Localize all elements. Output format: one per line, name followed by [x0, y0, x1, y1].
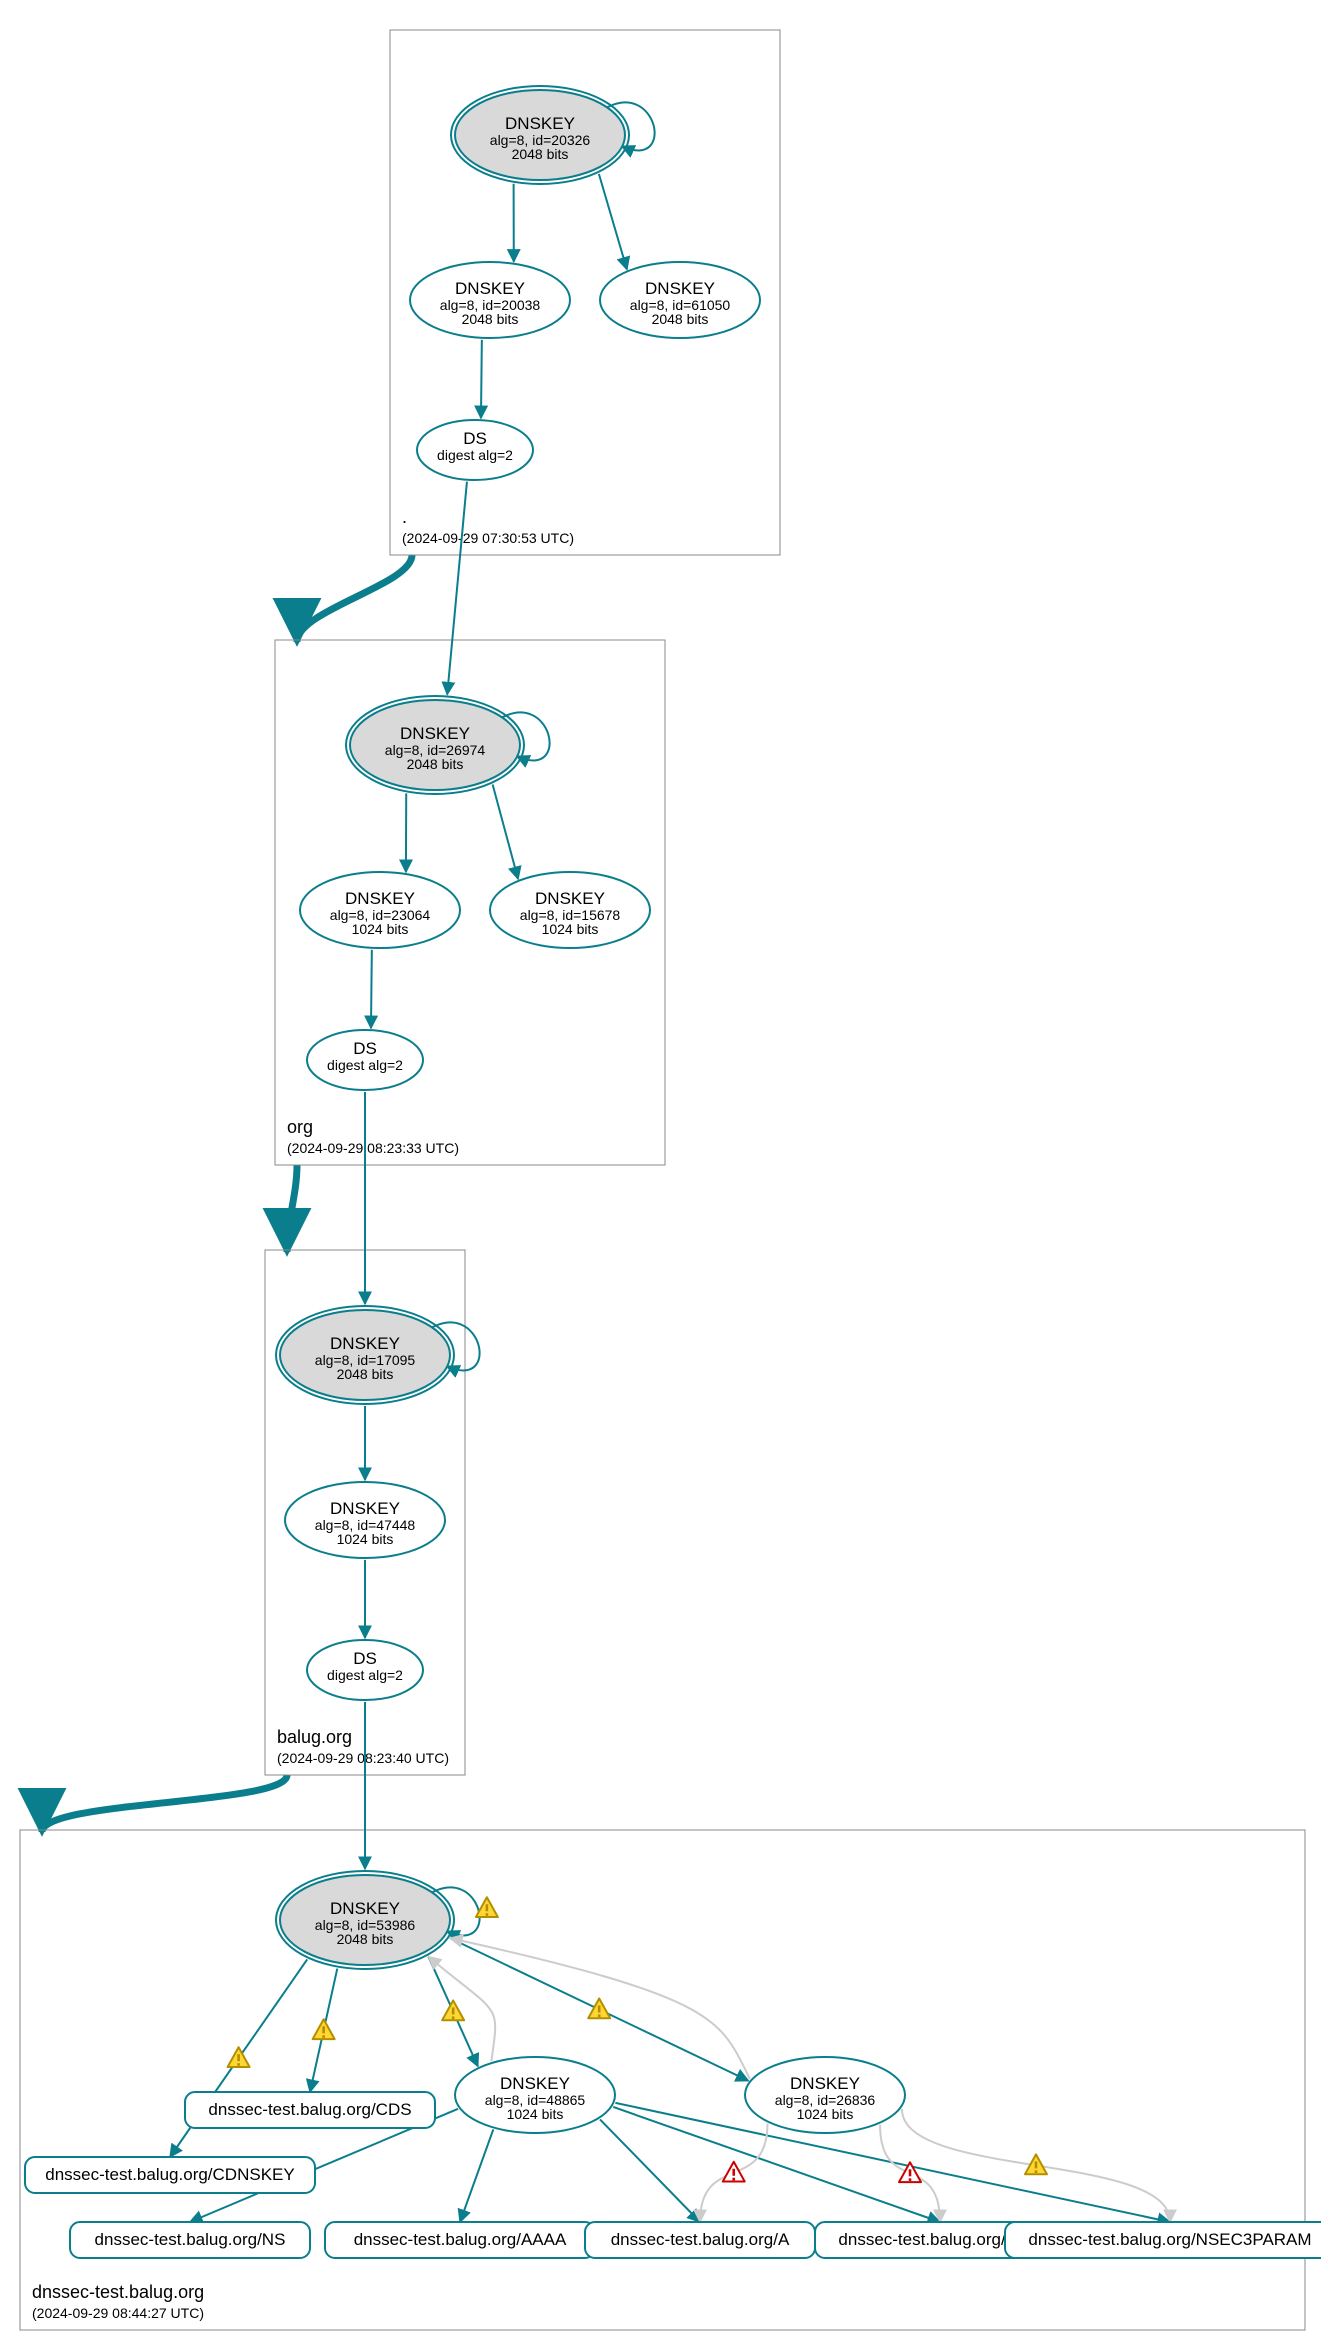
node-title: DNSKEY [645, 279, 715, 298]
edge [493, 784, 518, 879]
node-title: DNSKEY [455, 279, 525, 298]
node-title: DNSKEY [330, 1499, 400, 1518]
dnssec-chain-diagram: . (2024-09-29 07:30:53 UTC) org (2024-09-29… [0, 0, 1321, 2352]
node-alg: digest alg=2 [437, 447, 513, 463]
node-bits: 1024 bits [797, 2106, 854, 2122]
zsk-node: DNSKEYalg=8, id=610502048 bits [600, 262, 760, 338]
node-bits: 2048 bits [337, 1931, 394, 1947]
ds-node: DSdigest alg=2 [307, 1640, 423, 1700]
node-title: DS [353, 1649, 377, 1668]
zsk-node: DNSKEYalg=8, id=474481024 bits [285, 1482, 445, 1558]
rrset-label: dnssec-test.balug.org/CDS [208, 2100, 411, 2119]
edge [371, 950, 372, 1028]
zone-connector [42, 1775, 287, 1832]
ksk-node: DNSKEYalg=8, id=203262048 bits [451, 86, 629, 184]
edge [460, 2129, 493, 2222]
node-title: DNSKEY [535, 889, 605, 908]
zone-connector [297, 555, 412, 642]
warning-icon [313, 2019, 335, 2039]
zone-timestamp-balug: (2024-09-29 08:23:40 UTC) [277, 1750, 449, 1766]
warning-icon [476, 1897, 498, 1917]
node-title: DS [353, 1039, 377, 1058]
edge [599, 174, 627, 270]
zsk-node: DNSKEYalg=8, id=156781024 bits [490, 872, 650, 948]
node-title: DNSKEY [790, 2074, 860, 2093]
warning-icon [723, 2162, 745, 2182]
zsk-node: DNSKEYalg=8, id=200382048 bits [410, 262, 570, 338]
node-alg: digest alg=2 [327, 1667, 403, 1683]
node-title: DNSKEY [330, 1334, 400, 1353]
node-title: DNSKEY [505, 114, 575, 133]
warning-icon [442, 2000, 464, 2020]
node-bits: 2048 bits [462, 311, 519, 327]
edge [428, 1957, 495, 2062]
edge [447, 482, 467, 695]
node-bits: 1024 bits [352, 921, 409, 937]
node-bits: 1024 bits [337, 1531, 394, 1547]
zsk-node: DNSKEYalg=8, id=488651024 bits [455, 2057, 615, 2133]
rrset-label: dnssec-test.balug.org/NS [95, 2230, 286, 2249]
warning-icon [228, 2047, 250, 2067]
zone-name-root: . [402, 507, 407, 527]
ksk-node: DNSKEYalg=8, id=539862048 bits [276, 1871, 454, 1969]
zsk-node: DNSKEYalg=8, id=230641024 bits [300, 872, 460, 948]
rrset-label: dnssec-test.balug.org/A [611, 2230, 790, 2249]
node-bits: 2048 bits [407, 756, 464, 772]
node-bits: 2048 bits [337, 1366, 394, 1382]
edge [600, 2119, 700, 2222]
ds-node: DSdigest alg=2 [307, 1030, 423, 1090]
rrset-label: dnssec-test.balug.org/CDNSKEY [45, 2165, 294, 2184]
rrset-label: dnssec-test.balug.org/AAAA [354, 2230, 567, 2249]
node-title: DNSKEY [330, 1899, 400, 1918]
warning-icon [588, 1998, 610, 2018]
ksk-node: DNSKEYalg=8, id=269742048 bits [346, 696, 524, 794]
zone-name-org: org [287, 1117, 313, 1137]
ds-node: DSdigest alg=2 [417, 420, 533, 480]
edge [481, 340, 482, 418]
zone-name-balug: balug.org [277, 1727, 352, 1747]
node-title: DS [463, 429, 487, 448]
node-alg: digest alg=2 [327, 1057, 403, 1073]
node-bits: 1024 bits [507, 2106, 564, 2122]
zone-name-dtest: dnssec-test.balug.org [32, 2282, 204, 2302]
node-bits: 1024 bits [542, 921, 599, 937]
zsk-node: DNSKEYalg=8, id=268361024 bits [745, 2057, 905, 2133]
node-title: DNSKEY [345, 889, 415, 908]
ksk-node: DNSKEYalg=8, id=170952048 bits [276, 1306, 454, 1404]
zone-timestamp-root: (2024-09-29 07:30:53 UTC) [402, 530, 574, 546]
zone-timestamp-org: (2024-09-29 08:23:33 UTC) [287, 1140, 459, 1156]
node-title: DNSKEY [500, 2074, 570, 2093]
rrset-label: dnssec-test.balug.org/NSEC3PARAM [1028, 2230, 1311, 2249]
node-title: DNSKEY [400, 724, 470, 743]
node-bits: 2048 bits [652, 311, 709, 327]
zone-connector [287, 1165, 297, 1252]
node-bits: 2048 bits [512, 146, 569, 162]
zone-timestamp-dtest: (2024-09-29 08:44:27 UTC) [32, 2305, 204, 2321]
